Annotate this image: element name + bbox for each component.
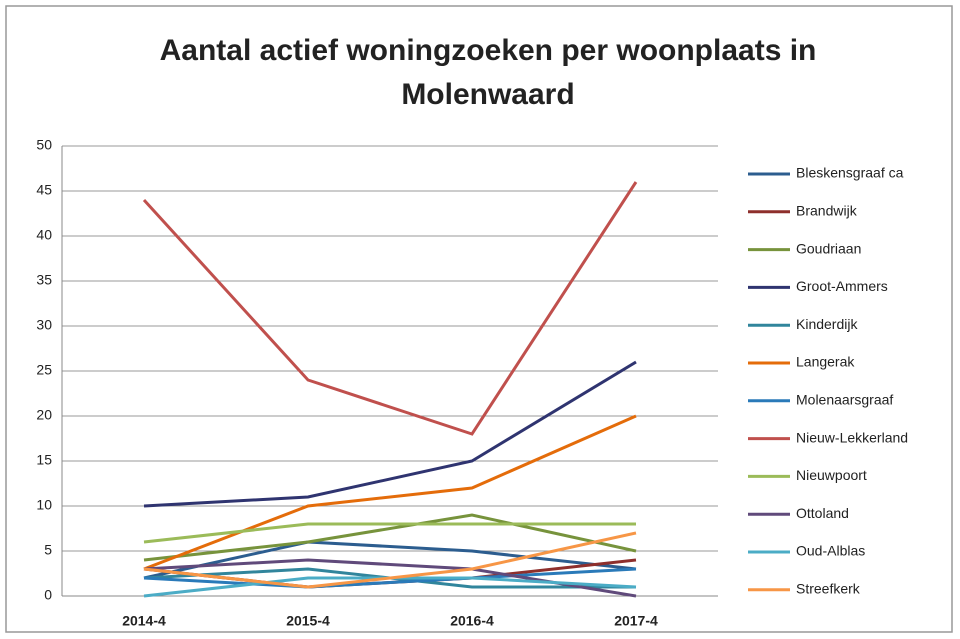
legend-label: Goudriaan [796, 240, 861, 256]
chart-border [5, 5, 953, 633]
chart-title: Aantal actief woningzoeken per woonplaat… [160, 34, 817, 67]
y-tick-label: 30 [36, 317, 52, 333]
series-line [143, 540, 637, 580]
y-tick-label: 45 [36, 182, 52, 198]
series-line [143, 522, 636, 544]
chart-title: Molenwaard [401, 78, 574, 111]
legend-label: Groot-Ammers [796, 278, 888, 294]
x-tick-label: 2014-4 [122, 613, 166, 629]
x-tick-label: 2017-4 [614, 613, 658, 629]
legend-label: Nieuwpoort [796, 467, 867, 483]
x-tick-label: 2016-4 [450, 613, 494, 629]
legend-label: Ottoland [796, 505, 849, 521]
legend-label: Bleskensgraaf ca [796, 165, 904, 181]
y-tick-label: 5 [44, 542, 52, 558]
series-line [142, 181, 638, 436]
series-line [143, 531, 637, 589]
y-tick-label: 40 [36, 227, 52, 243]
legend-label: Oud-Alblas [796, 543, 865, 559]
legend-label: Kinderdijk [796, 316, 858, 332]
y-tick-label: 25 [36, 362, 52, 378]
y-tick-label: 10 [36, 497, 52, 513]
series-line [143, 360, 637, 508]
y-tick-label: 15 [36, 452, 52, 468]
series-line [143, 414, 637, 571]
y-tick-label: 35 [36, 272, 52, 288]
y-tick-label: 0 [44, 587, 52, 603]
y-tick-label: 50 [36, 137, 52, 153]
y-tick-label: 20 [36, 407, 52, 423]
legend-label: Nieuw-Lekkerland [796, 429, 908, 445]
series-line [143, 513, 637, 562]
series-line [143, 567, 637, 589]
legend-label: Molenaarsgraaf [796, 392, 893, 408]
legend-label: Brandwijk [796, 203, 858, 219]
x-tick-label: 2015-4 [286, 613, 330, 629]
legend-label: Streefkerk [796, 581, 861, 597]
legend-label: Langerak [796, 354, 855, 370]
